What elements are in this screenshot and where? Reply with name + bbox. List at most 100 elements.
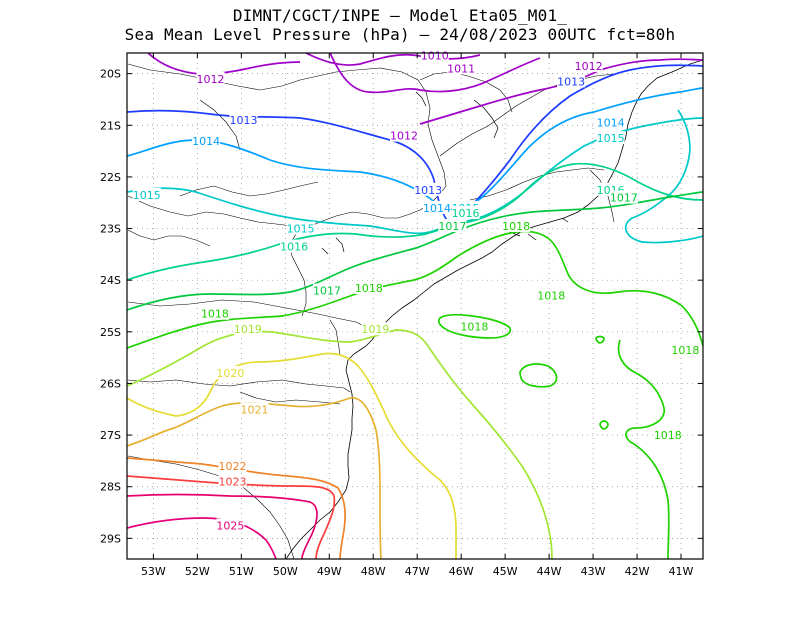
isobar-label: 1021 bbox=[241, 403, 269, 416]
isobar-label: 1014 bbox=[192, 135, 220, 148]
lon-tick-label: 44W bbox=[537, 565, 562, 578]
isobar-1013 bbox=[127, 64, 703, 225]
isobar-1018-cell-d bbox=[599, 420, 609, 430]
isobar-label: 1014 bbox=[423, 202, 451, 215]
title-line-2: Sea Mean Level Pressure (hPa) – 24/08/20… bbox=[124, 25, 676, 44]
isobar-label: 1025 bbox=[216, 519, 244, 532]
isobar-label: 1018 bbox=[201, 308, 229, 321]
title-line-1: DIMNT/CGCT/INPE – Model Eta05_M01_ bbox=[232, 6, 568, 25]
isobar-1015-east bbox=[624, 109, 703, 244]
lat-tick-label: 26S bbox=[100, 377, 121, 390]
isobar-label-halo bbox=[216, 366, 245, 380]
isobar-label: 1017 bbox=[438, 220, 466, 233]
isobar-label-halo bbox=[537, 288, 566, 302]
isobar-label-halo bbox=[361, 322, 390, 336]
isobar-label-halo bbox=[574, 58, 603, 72]
isobar-label-halo bbox=[286, 221, 315, 235]
isobar-label-halo bbox=[447, 61, 476, 75]
isobar-label-halo bbox=[414, 182, 443, 196]
isobar-label-halo bbox=[609, 190, 638, 204]
isobar-label-halo bbox=[422, 200, 451, 214]
isobar-label: 1016 bbox=[280, 241, 308, 254]
isobar-label: 1011 bbox=[447, 62, 475, 75]
isobar-label: 1022 bbox=[219, 460, 247, 473]
lat-tick-label: 27S bbox=[100, 429, 121, 442]
isobar-label-halo bbox=[233, 322, 262, 336]
lat-tick-label: 24S bbox=[100, 274, 121, 287]
isobar-label: 1023 bbox=[219, 476, 247, 489]
lon-tick-label: 49W bbox=[317, 565, 342, 578]
isobar-label: 1016 bbox=[452, 207, 480, 220]
lat-tick-label: 25S bbox=[100, 326, 121, 339]
isobar-label: 1012 bbox=[197, 73, 225, 86]
isobar-1018-cell-c bbox=[595, 335, 605, 344]
isobar-1023 bbox=[127, 475, 336, 559]
isobar-label-halo bbox=[280, 239, 309, 253]
isobar-label: 1013 bbox=[230, 114, 258, 127]
isobar-label-halo bbox=[420, 48, 449, 62]
isobar-label: 1019 bbox=[234, 323, 262, 336]
lat-tick-label: 23S bbox=[100, 223, 121, 236]
lat-tick-label: 20S bbox=[100, 68, 121, 81]
isobar-label-halo bbox=[229, 113, 258, 127]
isobar-label-halo bbox=[438, 218, 467, 232]
isobar-label: 1018 bbox=[502, 220, 530, 233]
isobar-1018-cell-b bbox=[519, 363, 558, 388]
isobar-1018-main bbox=[127, 230, 703, 349]
lat-tick-label: 21S bbox=[100, 119, 121, 132]
isobar-label-halo bbox=[596, 131, 625, 145]
isobar-1010 bbox=[305, 53, 481, 66]
lon-tick-label: 50W bbox=[273, 565, 298, 578]
lat-tick-label: 29S bbox=[100, 532, 121, 545]
isobar-label: 1017 bbox=[313, 285, 341, 298]
state-borders bbox=[127, 63, 633, 559]
isobar-label: 1020 bbox=[216, 367, 244, 380]
lon-tick-label: 52W bbox=[185, 565, 210, 578]
isobar-label-halo bbox=[196, 71, 225, 85]
lon-tick-label: 43W bbox=[581, 565, 606, 578]
lon-tick-label: 41W bbox=[669, 565, 694, 578]
isobar-label-halo bbox=[192, 133, 221, 147]
lon-tick-label: 48W bbox=[361, 565, 386, 578]
isobar-label: 1018 bbox=[654, 429, 682, 442]
isobar-label: 1013 bbox=[557, 75, 585, 88]
isobar-label: 1015 bbox=[133, 189, 161, 202]
isobar-1024 bbox=[127, 493, 318, 559]
isobar-label-halo bbox=[240, 402, 269, 416]
isobar-label-halo bbox=[200, 306, 229, 320]
isobar-label: 1010 bbox=[421, 50, 449, 63]
isobar-label: 1019 bbox=[361, 323, 389, 336]
isobar-1021 bbox=[127, 397, 382, 559]
lon-tick-label: 46W bbox=[449, 565, 474, 578]
axis-ticks: 53W 52W 51W 50W 49W 48W 47W 46W 45W 44W 43W 42W 41W 2… bbox=[100, 53, 703, 578]
isobar-1017 bbox=[127, 191, 703, 311]
isobar-label-halo bbox=[354, 280, 383, 294]
lon-tick-label: 45W bbox=[493, 565, 518, 578]
lon-tick-label: 47W bbox=[405, 565, 430, 578]
isobar-1022 bbox=[127, 457, 346, 559]
isobar-label-halo bbox=[653, 428, 682, 442]
isobar-label-halo bbox=[596, 115, 625, 129]
isobar-label: 1015 bbox=[287, 223, 315, 236]
lat-tick-label: 22S bbox=[100, 171, 121, 184]
isobar-label: 1018 bbox=[460, 321, 488, 334]
isobar-label-halo bbox=[132, 187, 161, 201]
plot-title: DIMNT/CGCT/INPE – Model Eta05_M01_ Sea M… bbox=[0, 6, 800, 44]
isobar-label: 1014 bbox=[597, 117, 625, 130]
isobar-label: 1013 bbox=[414, 184, 442, 197]
isobar-label-halo bbox=[671, 342, 700, 356]
isobar-1020 bbox=[127, 352, 457, 559]
isobar-1012-west bbox=[147, 53, 301, 75]
isobar-label-halo bbox=[313, 283, 342, 297]
isobar-label: 1015 bbox=[597, 132, 625, 145]
isobar-label-halo bbox=[451, 206, 480, 220]
lon-tick-label: 42W bbox=[625, 565, 650, 578]
lon-tick-label: 51W bbox=[229, 565, 254, 578]
isobar-1019 bbox=[127, 329, 553, 559]
isobar-label-halo bbox=[390, 128, 419, 142]
isobar-1018-south bbox=[617, 339, 670, 559]
isobar-label-halo bbox=[218, 474, 247, 488]
isobar-label: 1018 bbox=[537, 290, 565, 303]
isobar-1018-cell-a bbox=[437, 313, 512, 339]
